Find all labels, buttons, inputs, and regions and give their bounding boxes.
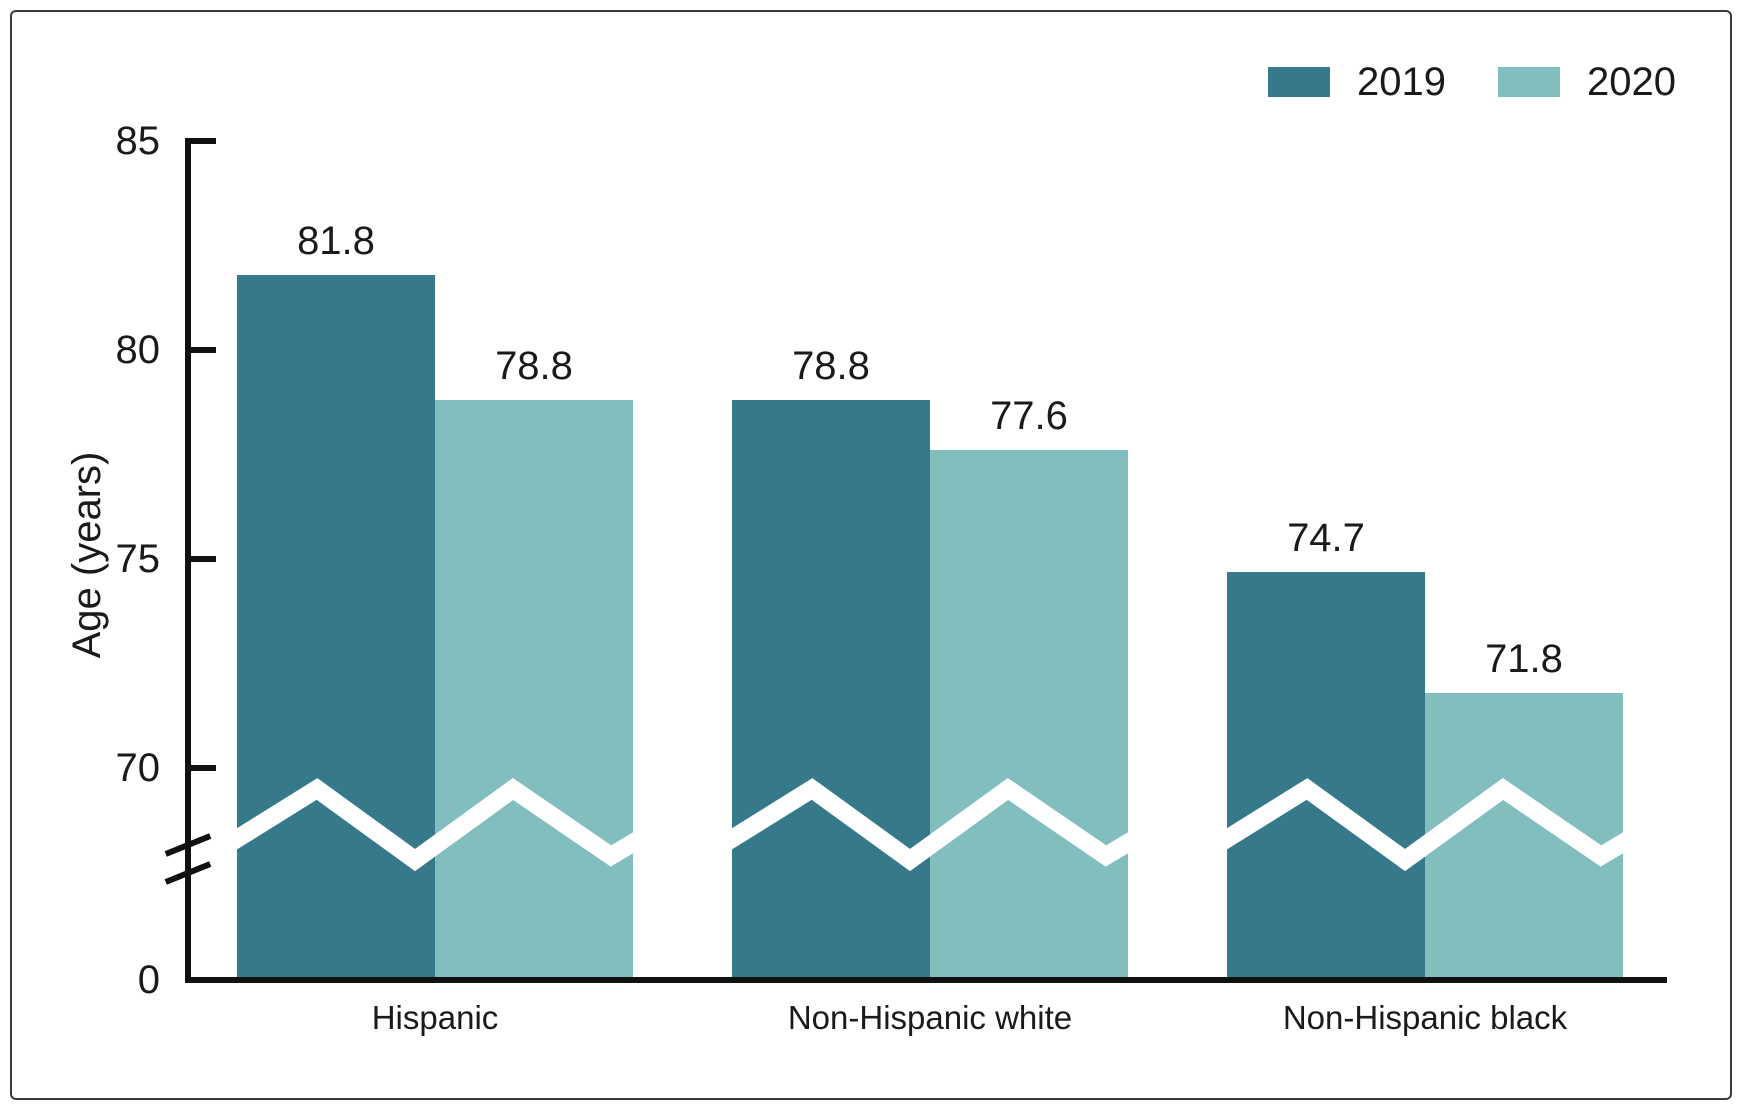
y-tick-label-80: 80 [115, 328, 161, 372]
y-tick-label-70: 70 [115, 746, 161, 790]
legend-label-2019: 2019 [1357, 60, 1446, 104]
y-tick-85 [191, 138, 216, 144]
bar-value-label-2020-non-hispanic-white: 77.6 [990, 394, 1068, 438]
bar-value-label-2019-non-hispanic-white: 78.8 [792, 344, 870, 388]
bar-value-label-2020-hispanic: 78.8 [495, 344, 573, 388]
x-category-label-non-hispanic-black: Non-Hispanic black [1282, 999, 1568, 1036]
x-category-label-hispanic: Hispanic [371, 999, 499, 1036]
y-tick-80 [191, 347, 216, 353]
y-tick-75 [191, 556, 216, 562]
legend-item-2019: 2019 [1268, 60, 1446, 104]
bar-value-label-2019-hispanic: 81.8 [297, 219, 375, 263]
legend: 2019 2020 [1268, 60, 1676, 104]
legend-swatch-2019 [1268, 67, 1330, 97]
y-tick-label-85: 85 [115, 119, 161, 163]
y-tick-label-75: 75 [115, 537, 161, 581]
bar-value-label-2020-non-hispanic-black: 71.8 [1485, 637, 1563, 681]
bar-value-label-2019-non-hispanic-black: 74.7 [1287, 516, 1365, 560]
y-axis-line [185, 138, 191, 983]
legend-item-2020: 2020 [1497, 60, 1676, 104]
bar-2019-non-hispanic-white [732, 400, 930, 977]
bar-2020-hispanic [435, 400, 633, 977]
legend-swatch-2020 [1497, 67, 1560, 97]
bar-2019-hispanic [237, 275, 435, 977]
x-axis-line [185, 977, 1667, 983]
bar-2020-non-hispanic-white [930, 450, 1128, 977]
legend-label-2020: 2020 [1586, 60, 1676, 104]
x-category-label-non-hispanic-white: Non-Hispanic white [787, 999, 1073, 1036]
bar-2019-non-hispanic-black [1227, 572, 1425, 977]
bar-2020-non-hispanic-black [1425, 693, 1623, 977]
y-tick-label-0: 0 [137, 958, 160, 1002]
y-tick-70 [191, 765, 216, 771]
